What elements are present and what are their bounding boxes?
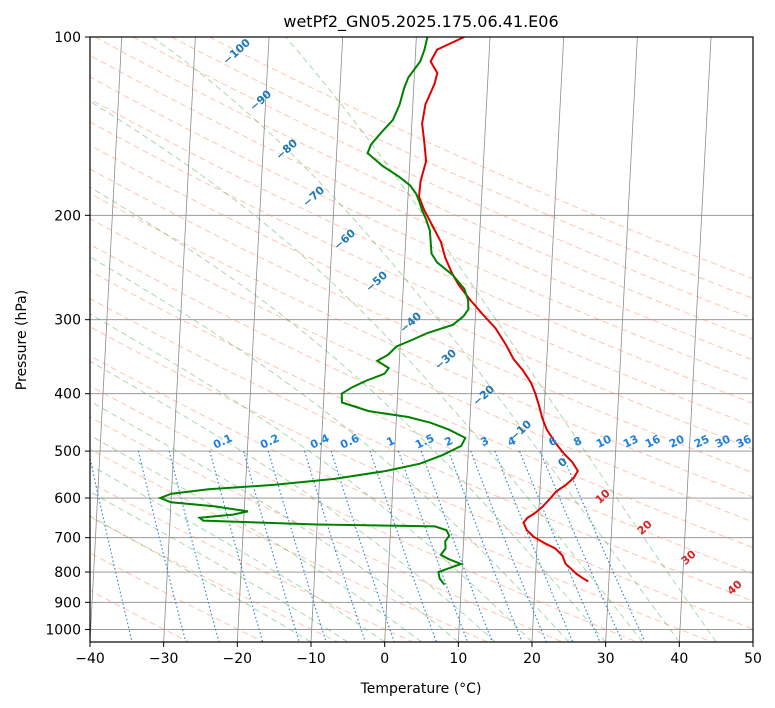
- dry-adiabat: [90, 385, 638, 642]
- y-tick-label: 900: [54, 595, 81, 611]
- dry-adiabat: [90, 481, 414, 642]
- dry-adiabat: [90, 168, 753, 474]
- x-tick-label: 0: [380, 651, 389, 667]
- isotherm-line: [457, 37, 491, 642]
- y-tick-label: 700: [54, 531, 81, 547]
- isotherm-line: [90, 37, 123, 642]
- mixing-ratio-label: 20: [667, 432, 687, 450]
- moist-adiabat: [90, 360, 496, 642]
- profile-lines: [157, 37, 589, 586]
- mixing-ratio-line: [330, 450, 395, 642]
- x-tick-label: 10: [449, 651, 467, 667]
- dry-adiabat: [90, 243, 753, 549]
- moist-adiabat: [90, 100, 643, 642]
- mixing-ratio-line: [267, 450, 327, 642]
- x-tick-label: 50: [744, 651, 762, 667]
- background-lines: [90, 37, 753, 642]
- y-axis-title: Pressure (hPa): [14, 290, 30, 390]
- mixing-ratio-line: [243, 450, 300, 642]
- mixing-ratio-label: 16: [643, 432, 663, 450]
- dry-adiabat: [132, 37, 753, 320]
- y-tick-label: 800: [54, 565, 81, 581]
- mixing-ratio-line: [303, 450, 366, 642]
- moist-adiabat: [152, 37, 680, 642]
- x-tick-label: 40: [670, 651, 688, 667]
- mixing-ratio-line: [539, 450, 623, 642]
- y-tick-label: 400: [54, 387, 81, 403]
- mixing-ratio-line: [137, 450, 187, 642]
- moist-adiabat: [90, 186, 607, 642]
- dry-adiabat: [90, 76, 753, 382]
- dry-adiabat: [90, 270, 753, 575]
- x-tick-label: −40: [75, 651, 105, 667]
- mixing-ratio-label: 30: [713, 432, 733, 450]
- y-tick-label: 1000: [45, 622, 81, 638]
- mixing-ratio-line: [519, 450, 601, 642]
- mixing-ratio-line: [209, 450, 264, 642]
- isotherm-line: [236, 37, 270, 642]
- x-tick-label: 20: [523, 651, 541, 667]
- isotherm-line: [163, 37, 196, 642]
- x-tick-label: 30: [597, 651, 615, 667]
- dry-adiabat: [209, 37, 753, 280]
- y-tick-label: 100: [54, 30, 81, 46]
- isotherm-line: [605, 37, 638, 642]
- moist-adiabat: [90, 491, 349, 642]
- dry-adiabat: [90, 121, 753, 427]
- mixing-ratio-line: [90, 455, 133, 642]
- temperature-profile: [417, 37, 589, 583]
- x-tick-label: −10: [296, 651, 326, 667]
- dry-adiabat: [90, 98, 753, 404]
- dry-adiabat: [90, 54, 753, 361]
- isotherm-line: [384, 37, 417, 642]
- y-tick-label: 500: [54, 444, 81, 460]
- mixing-ratio-label: 10: [594, 432, 614, 450]
- isotherm-line: [531, 37, 565, 642]
- moist-adiabat: [90, 256, 570, 642]
- dewpoint-profile: [157, 37, 470, 586]
- x-tick-label: −30: [149, 651, 179, 667]
- chart-title: wetPf2_GN05.2025.175.06.41.E06: [283, 12, 558, 32]
- x-axis: −40 −30 −20 −10 0 10 20 30 40 50: [75, 642, 762, 667]
- mixing-ratio-label: 25: [692, 432, 711, 450]
- moist-adiabat: [90, 313, 533, 642]
- mixing-ratio-label: 13: [621, 432, 640, 450]
- dry-adiabat: [90, 448, 488, 642]
- moist-adiabat: [285, 37, 717, 642]
- moist-adiabat: [90, 515, 312, 642]
- y-tick-label: 300: [54, 313, 81, 329]
- isotherm-line: [678, 37, 712, 642]
- dry-adiabat: [90, 326, 753, 630]
- mixing-ratio-line: [168, 450, 220, 642]
- y-tick-label: 600: [54, 491, 81, 507]
- mixing-ratio-label: 36: [734, 432, 754, 450]
- y-tick-label: 200: [54, 208, 81, 224]
- dry-adiabat: [90, 192, 753, 498]
- mixing-ratio-line: [397, 450, 469, 642]
- mixing-ratio-line: [369, 450, 437, 642]
- isotherm-line: [310, 37, 344, 642]
- y-axis: 100 200 300 400 500 600 700 800 900 1000: [45, 30, 90, 638]
- moist-adiabat: [90, 434, 422, 642]
- x-tick-label: −20: [223, 651, 253, 667]
- plot-frame: [89, 36, 754, 643]
- x-axis-title: Temperature (°C): [360, 681, 482, 697]
